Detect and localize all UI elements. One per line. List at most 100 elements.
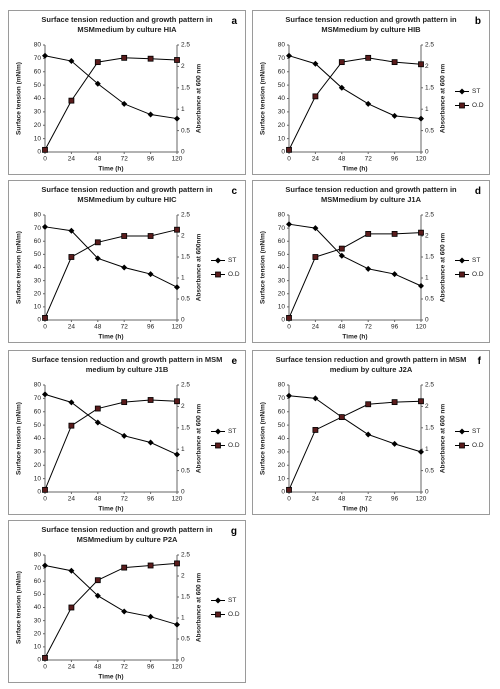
y-tick-label: 80 — [278, 212, 286, 219]
marker — [147, 111, 154, 118]
y-tick-label: 60 — [34, 408, 42, 415]
y-tick-label: 40 — [278, 435, 286, 442]
y2-tick-label: 2.5 — [181, 382, 190, 389]
marker — [365, 401, 372, 408]
y2-tick-label: 0.5 — [425, 467, 434, 474]
y-tick-label: 40 — [278, 264, 286, 271]
marker — [365, 100, 372, 107]
x-tick-label: 24 — [68, 664, 76, 671]
x-tick-label: 24 — [312, 156, 320, 163]
marker — [147, 613, 154, 620]
chart-panel: Surface tension reduction and growth pat… — [8, 350, 246, 515]
marker — [286, 146, 292, 153]
marker — [147, 271, 154, 278]
marker — [338, 414, 345, 420]
y-tick-label: 10 — [34, 135, 42, 142]
x-tick-label: 0 — [43, 496, 47, 503]
y-tick-label: 30 — [278, 109, 286, 116]
x-tick-label: 120 — [172, 156, 183, 163]
x-tick-label: 120 — [172, 496, 183, 503]
y2-tick-label: 0.5 — [425, 296, 434, 303]
y2-tick-label: 2 — [181, 63, 185, 70]
y2-tick-label: 2.5 — [181, 212, 190, 219]
legend-label: O.D — [228, 271, 240, 278]
x-tick-label: 120 — [416, 324, 427, 331]
panel-letter: g — [230, 526, 237, 537]
marker — [312, 225, 319, 232]
y-tick-label: 50 — [278, 251, 286, 258]
marker — [418, 61, 424, 68]
series-line — [44, 399, 178, 491]
panel-letter: a — [231, 16, 237, 27]
marker — [215, 597, 221, 604]
y2-tick-label: 0.5 — [181, 467, 190, 474]
legend-label: ST — [228, 597, 236, 604]
y2-tick-label: 0 — [181, 149, 185, 156]
chart: 0 10 20 30 40 50 60 70 80 0 0.5 1 1.5 2 2.5 0 24 48 72 96 12… — [16, 42, 203, 173]
x-tick-label: 96 — [147, 496, 155, 503]
marker — [338, 59, 345, 66]
y-tick-label: 40 — [34, 435, 42, 442]
y-tick-label: 70 — [278, 225, 286, 232]
legend-label: ST — [472, 88, 480, 95]
panel-letter: e — [231, 356, 237, 367]
y2-tick-label: 0 — [181, 317, 185, 324]
x-tick-label: 72 — [365, 496, 373, 503]
marker — [94, 59, 101, 66]
marker — [391, 59, 398, 66]
legend-label: O.D — [472, 442, 484, 449]
y-axis-label: Surface tension (mN/m) — [260, 402, 267, 475]
marker — [174, 57, 180, 63]
y-tick-label: 10 — [278, 135, 286, 142]
chart-title: Surface tension reduction and growth pat… — [41, 15, 213, 34]
y2-tick-label: 2.5 — [425, 212, 434, 219]
x-tick-label: 24 — [68, 496, 76, 503]
x-tick-label: 96 — [147, 664, 155, 671]
marker — [312, 93, 319, 100]
y-tick-label: 10 — [34, 644, 42, 651]
legend-label: ST — [228, 257, 236, 264]
y2-axis-label: Absorbance at 600 nm — [196, 64, 203, 134]
y-tick-label: 0 — [281, 317, 285, 324]
x-tick-label: 72 — [121, 664, 129, 671]
marker — [121, 54, 128, 61]
y2-tick-label: 1 — [181, 275, 185, 282]
series-line — [44, 393, 178, 456]
x-tick-label: 48 — [94, 156, 102, 163]
y2-tick-label: 1.5 — [181, 594, 190, 601]
y-tick-label: 30 — [34, 449, 42, 456]
y-tick-label: 80 — [34, 42, 42, 49]
marker — [42, 391, 48, 398]
y-tick-label: 20 — [34, 462, 42, 469]
series-line — [288, 395, 422, 453]
x-tick-label: 24 — [312, 324, 320, 331]
marker — [338, 245, 345, 252]
marker — [338, 252, 345, 259]
y-tick-label: 10 — [278, 475, 286, 482]
y2-tick-label: 1 — [181, 615, 185, 622]
marker — [147, 55, 154, 62]
y-tick-label: 20 — [278, 122, 286, 129]
marker — [418, 115, 424, 122]
y-tick-label: 20 — [34, 630, 42, 637]
y2-tick-label: 0.5 — [181, 127, 190, 134]
marker — [68, 422, 75, 429]
marker — [365, 230, 372, 237]
y-tick-label: 10 — [278, 304, 286, 311]
y2-tick-label: 1 — [425, 106, 429, 113]
y-tick-label: 40 — [34, 264, 42, 271]
marker — [68, 604, 75, 611]
legend-label: O.D — [228, 442, 240, 449]
marker — [286, 392, 292, 399]
x-tick-label: 48 — [338, 156, 346, 163]
series-line — [44, 229, 178, 319]
x-tick-label: 120 — [172, 664, 183, 671]
marker — [418, 229, 424, 236]
panel-letter: f — [477, 356, 481, 367]
x-axis-label: Time (h) — [98, 334, 123, 341]
y-tick-label: 60 — [34, 238, 42, 245]
x-tick-label: 96 — [391, 324, 399, 331]
marker — [215, 611, 221, 618]
x-tick-label: 48 — [94, 496, 102, 503]
x-tick-label: 0 — [43, 324, 47, 331]
